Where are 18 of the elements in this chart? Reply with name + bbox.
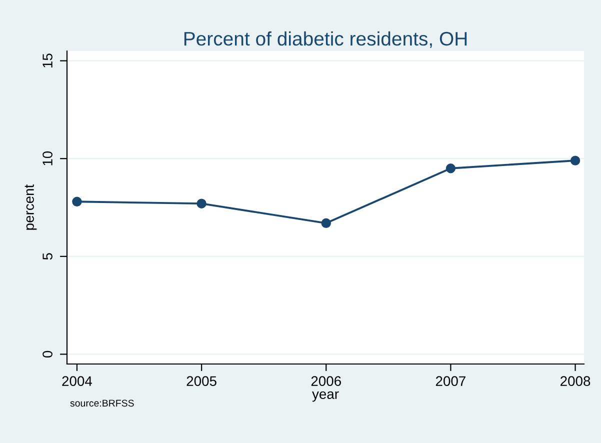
x-tick-label: 2007	[436, 376, 466, 386]
point	[570, 156, 580, 166]
x-tick-label: 2008	[560, 376, 590, 386]
y-tick-label: 0	[42, 350, 52, 358]
source-note: source:BRFSS	[70, 400, 134, 407]
chart-title: Percent of diabetic residents, OH	[184, 31, 467, 48]
y-tick-label: 10	[42, 151, 52, 166]
x-tick-label: 2004	[62, 376, 92, 386]
x-tick-label: 2006	[311, 376, 341, 386]
y-tick-label: 5	[42, 253, 52, 260]
y-tick-label: 15	[42, 54, 52, 68]
point	[446, 164, 456, 174]
y-axis-title: percent	[24, 184, 37, 230]
point	[196, 198, 206, 208]
point	[321, 218, 331, 228]
point	[72, 196, 82, 206]
x-tick-label: 2005	[186, 376, 216, 386]
x-axis-title: year	[312, 391, 339, 402]
